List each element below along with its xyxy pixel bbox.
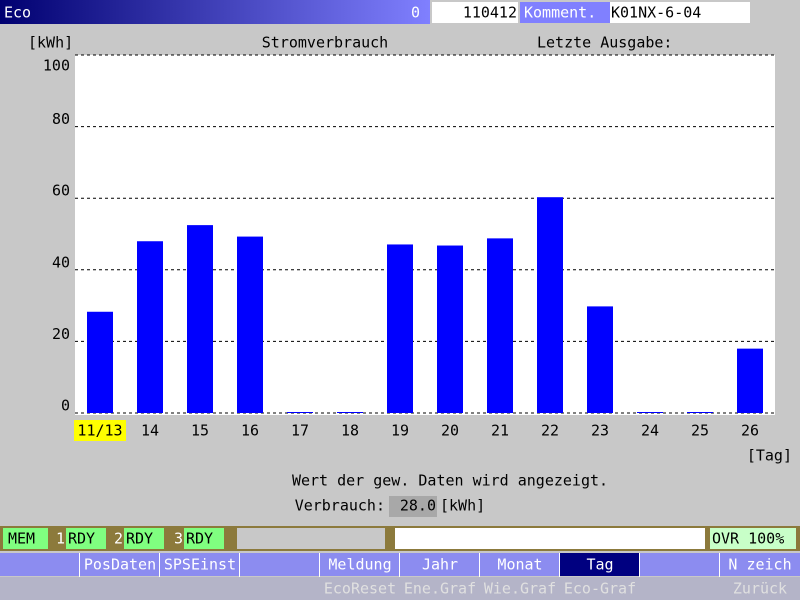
softkey[interactable]: PosDaten [84, 556, 156, 574]
info-label: Verbrauch: [295, 497, 385, 515]
softkey[interactable]: Monat [497, 556, 542, 574]
x-tick-label: 16 [241, 422, 259, 440]
counter: 0 [411, 4, 420, 22]
bar [487, 238, 513, 413]
bar [237, 236, 263, 413]
mode-box [3, 528, 48, 549]
y-tick-label: 80 [52, 110, 70, 128]
bar [637, 412, 663, 413]
channel-number: 1 [56, 530, 65, 548]
channel-box [124, 528, 164, 549]
softkey[interactable]: Eco-Graf [564, 580, 636, 598]
x-tick-label: 24 [641, 422, 659, 440]
x-tick-label: 15 [191, 422, 209, 440]
softkey[interactable]: Tag [586, 556, 613, 574]
x-tick-label: 14 [141, 422, 159, 440]
softkey[interactable]: Meldung [328, 556, 391, 574]
selected-highlight [74, 420, 126, 441]
override: OVR 100% [712, 530, 784, 548]
x-tick-label: 20 [441, 422, 459, 440]
info-value: 28.0 [400, 497, 436, 515]
status-field [395, 528, 705, 549]
bar [587, 306, 613, 413]
bar [287, 412, 313, 413]
value-box [389, 496, 437, 517]
bar [137, 241, 163, 413]
bar [437, 245, 463, 413]
x-tick-label: 17 [291, 422, 309, 440]
softkey[interactable]: N zeich [728, 556, 791, 574]
softkey-bar [0, 577, 800, 600]
comment: K01NX-6-04 [611, 4, 701, 22]
bar [687, 412, 713, 413]
program-box [432, 2, 518, 23]
channel-state: RDY [126, 530, 153, 548]
bar [187, 225, 213, 413]
softkey-selected [560, 553, 639, 576]
channel-state: RDY [68, 530, 95, 548]
y-axis-label: [kWh] [28, 34, 73, 52]
bar [537, 197, 563, 413]
x-tick-label: 21 [491, 422, 509, 440]
y-tick-label: 60 [52, 182, 70, 200]
softkey[interactable]: Ene.Graf [404, 580, 476, 598]
plot-area [75, 55, 775, 415]
softkey[interactable]: Zurück [733, 580, 787, 598]
bar [87, 311, 113, 413]
x-tick-label: 25 [691, 422, 709, 440]
x-axis-label: [Tag] [747, 447, 792, 465]
y-tick-label: 40 [52, 253, 70, 271]
header-bar [0, 0, 430, 24]
channel-number: 3 [174, 530, 183, 548]
comment-label-box [520, 2, 610, 23]
x-tick-label: 23 [591, 422, 609, 440]
bar [387, 244, 413, 413]
chart-title: Stromverbrauch [262, 34, 388, 52]
message: Wert der gew. Daten wird angezeigt. [292, 472, 608, 490]
mode: Eco [4, 4, 31, 22]
comment-label: Komment. [524, 4, 596, 22]
y-tick-label: 20 [52, 325, 70, 343]
channel-number: 2 [114, 530, 123, 548]
softkey[interactable]: EcoReset [324, 580, 396, 598]
bar [337, 412, 363, 413]
channel-box [66, 528, 106, 549]
info-unit: [kWh] [440, 497, 485, 515]
y-tick-label: 100 [43, 57, 70, 75]
x-tick-label: 19 [391, 422, 409, 440]
override-box [710, 528, 796, 549]
annotation: Letzte Ausgabe: [537, 34, 672, 52]
x-tick-label: 22 [541, 422, 559, 440]
chart: 0 20 40 60 80 100 11/13 14 15 16 17 18 19 20 21 22 23 24 2… [43, 54, 775, 441]
softkey[interactable]: SPSEinst [164, 556, 236, 574]
softkey[interactable]: Jahr [422, 556, 458, 574]
status-mode: MEM [8, 530, 35, 548]
program: 110412 [463, 4, 517, 22]
channel-box [184, 528, 224, 549]
y-tick-label: 0 [61, 397, 70, 415]
comment-box [610, 2, 750, 23]
x-tick-label: 11/13 [77, 422, 122, 440]
channel-state: RDY [186, 530, 213, 548]
x-tick-label: 18 [341, 422, 359, 440]
status-field [237, 528, 385, 549]
bar [737, 348, 763, 413]
softkey[interactable]: Wie.Graf [484, 580, 556, 598]
x-tick-label: 26 [741, 422, 759, 440]
